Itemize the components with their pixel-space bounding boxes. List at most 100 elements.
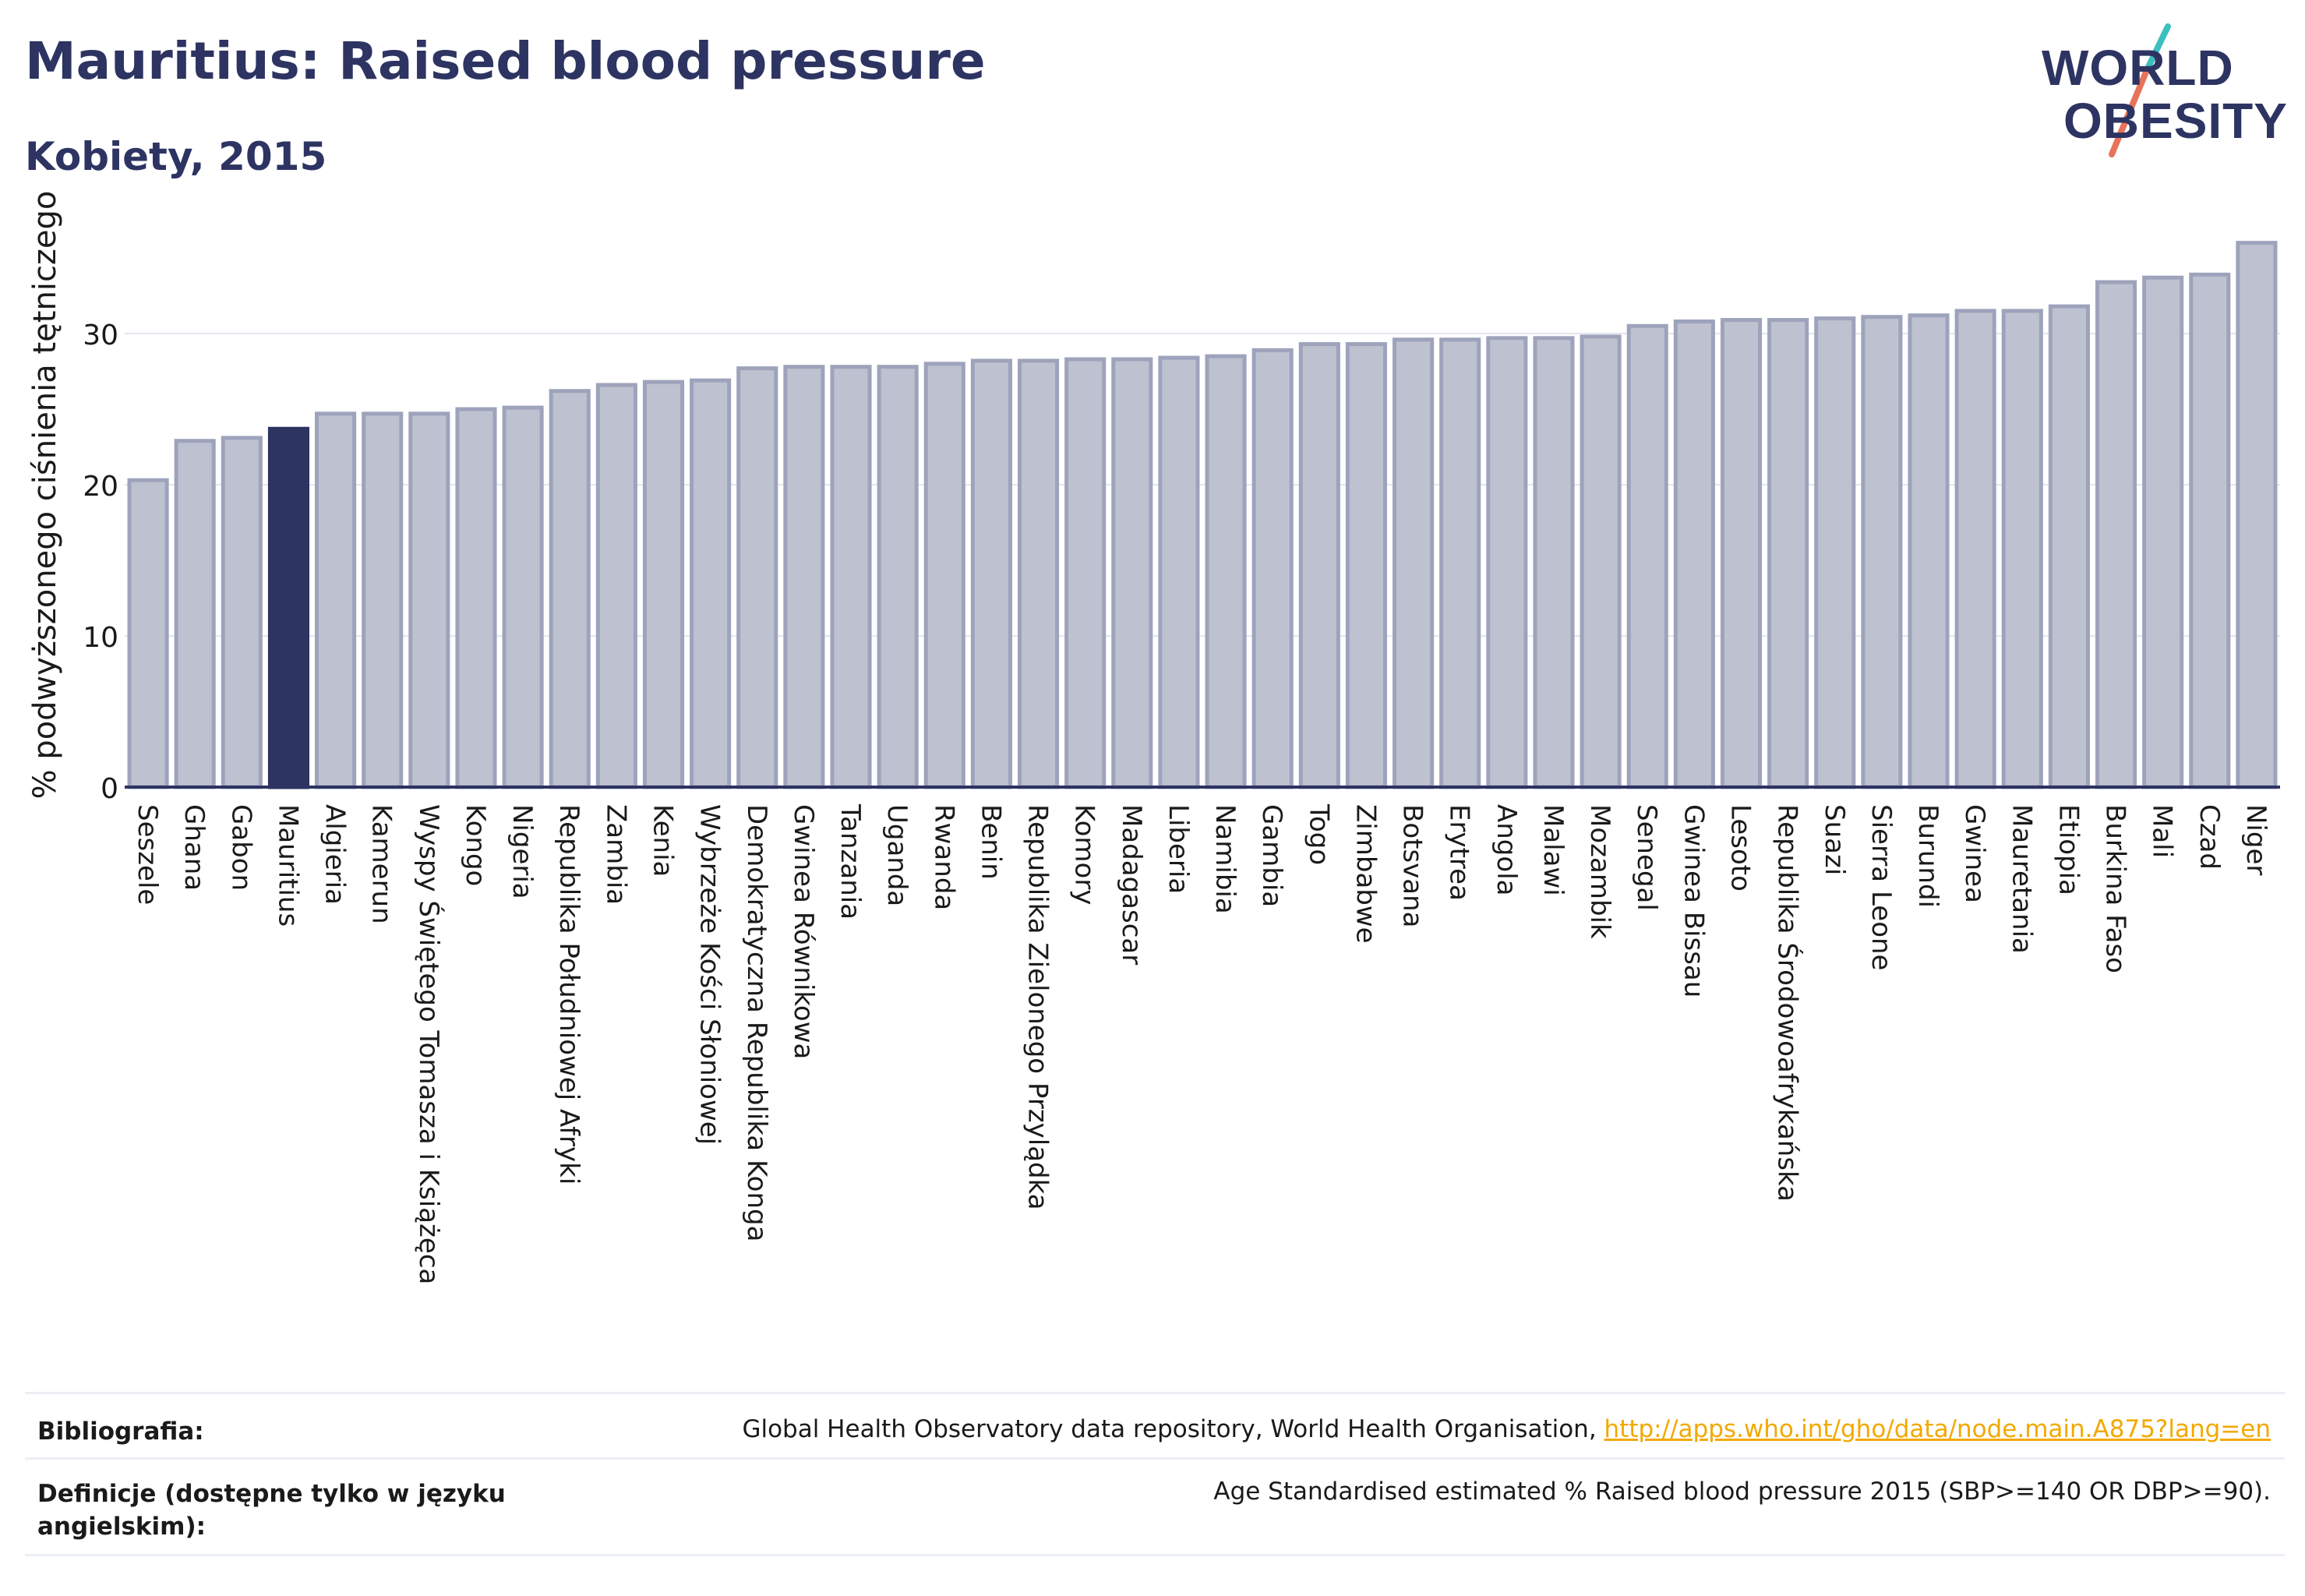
- x-tick-label: Burkina Faso: [2100, 804, 2131, 973]
- x-tick-label: Uganda: [881, 804, 912, 906]
- bar: [1720, 318, 1763, 789]
- x-tick-label: Republika Zielonego Przylądka: [1022, 804, 1054, 1210]
- x-tick-label: Gwinea Bissau: [1678, 804, 1709, 998]
- x-tick-label: Mali: [2147, 804, 2178, 858]
- bar: [2001, 309, 2043, 789]
- bar: [923, 362, 965, 789]
- x-tick-label: Togo: [1303, 803, 1334, 865]
- bar: [408, 411, 450, 789]
- x-tick-label: Seszele: [132, 804, 163, 905]
- x-tick-label: Komory: [1069, 804, 1100, 905]
- x-tick-label: Liberia: [1163, 804, 1194, 894]
- bar: [830, 365, 872, 789]
- bar: [221, 436, 263, 789]
- y-tick-label: 10: [83, 622, 118, 654]
- bar: [783, 365, 825, 789]
- bar: [1017, 358, 1060, 789]
- x-tick-label: Tanzania: [835, 803, 866, 920]
- bar: [315, 411, 357, 789]
- bar: [1954, 309, 1996, 789]
- x-tick-label: Algieria: [319, 804, 351, 905]
- y-tick-label: 20: [83, 471, 118, 503]
- footer-separator: [25, 1554, 2285, 1556]
- x-tick-label: Namibia: [1209, 804, 1241, 914]
- bibliography-value: Global Health Observatory data repositor…: [742, 1415, 2271, 1443]
- bar: [1158, 355, 1200, 789]
- x-tick-label: Wybrzeże Kości Słoniowej: [694, 804, 725, 1145]
- bar: [1767, 318, 1809, 789]
- chart-subtitle: Kobiety, 2015: [25, 134, 327, 179]
- bar: [1580, 334, 1622, 789]
- x-tick-label: Lesoto: [1725, 804, 1756, 892]
- logo-text-world: WORLD: [2042, 40, 2234, 96]
- x-tick-label: Angola: [1491, 804, 1522, 895]
- x-tick-label: Rwanda: [928, 804, 959, 910]
- x-tick-label: Ghana: [178, 804, 210, 891]
- definitions-label: Definicje (dostępne tylko w języku angie…: [37, 1480, 506, 1541]
- x-tick-label: Gwinea Równikowa: [788, 804, 819, 1059]
- footer-separator: [25, 1392, 2285, 1394]
- x-tick-label: Niger: [2240, 804, 2271, 875]
- bar: [1064, 357, 1107, 789]
- bar: [1533, 336, 1575, 789]
- bar-highlight: [267, 426, 310, 789]
- bar: [502, 405, 544, 789]
- bar: [1626, 323, 1668, 789]
- bar: [1251, 348, 1294, 789]
- x-tick-label: Zimbabwe: [1350, 804, 1381, 944]
- bar: [2142, 275, 2184, 789]
- bar: [595, 383, 637, 789]
- x-tick-label: Gabon: [225, 804, 256, 891]
- bar: [1205, 354, 1247, 789]
- bibliography-text: Global Health Observatory data repositor…: [742, 1415, 1604, 1443]
- x-tick-label: Madagascar: [1116, 804, 1147, 965]
- x-tick-label: Republika Południowej Afryki: [553, 804, 584, 1185]
- bar-chart: 0 10 20 30 Seszele Ghana Gabon Mauritius Algieri…: [83, 241, 2280, 1284]
- x-tick-label: Wyspy Świętego Tomasza i Książęca: [413, 804, 445, 1284]
- y-tick-label: 0: [101, 773, 118, 805]
- chart-title: Mauritius: Raised blood pressure: [25, 31, 986, 91]
- x-tick-label: Kongo: [460, 804, 491, 886]
- bar: [1298, 342, 1340, 789]
- bar: [362, 411, 404, 789]
- bar: [2095, 280, 2137, 789]
- bar: [2189, 272, 2231, 789]
- definitions-value: Age Standardised estimated % Raised bloo…: [1213, 1478, 2271, 1506]
- x-tick-label: Demokratyczna Republika Konga: [741, 804, 772, 1241]
- x-tick-label: Gwinea: [1959, 804, 1990, 903]
- x-tick-label: Burundi: [1912, 804, 1943, 908]
- logo-slash-icon: [2109, 23, 2171, 157]
- bibliography-link[interactable]: http://apps.who.int/gho/data/node.main.A…: [1604, 1415, 2271, 1443]
- bar: [174, 439, 216, 789]
- x-tick-label: Botsvana: [1397, 804, 1428, 928]
- bar: [690, 378, 732, 789]
- x-tick-label: Kenia: [648, 804, 679, 877]
- x-tick-label: Zambia: [600, 804, 631, 905]
- x-tick-label: Suazi: [1819, 804, 1850, 875]
- bar: [2236, 241, 2278, 789]
- x-tick-label: Etiopia: [2053, 804, 2084, 895]
- bar: [455, 407, 497, 789]
- x-tick-label: Mauritius: [272, 804, 303, 927]
- x-tick-label: Czad: [2194, 804, 2225, 870]
- bar: [2048, 304, 2090, 789]
- y-tick-label: 30: [83, 320, 118, 351]
- world-obesity-logo: WORLD OBESITY: [2026, 23, 2291, 164]
- bar: [1861, 315, 1903, 789]
- footer-separator: [25, 1457, 2285, 1460]
- x-tick-label: Sierra Leone: [1866, 804, 1897, 970]
- bar: [642, 380, 685, 789]
- bibliography-label: Bibliografia:: [37, 1418, 204, 1446]
- bar: [1908, 313, 1950, 789]
- x-tick-label: Nigeria: [507, 804, 538, 899]
- bar: [877, 365, 919, 789]
- x-tick-label: Mauretania: [2006, 804, 2037, 954]
- x-tick-label: Erytrea: [1444, 804, 1475, 901]
- x-tick-label: Gambia: [1256, 804, 1287, 907]
- bar: [127, 478, 169, 789]
- bar: [1673, 319, 1715, 789]
- bar: [970, 358, 1012, 789]
- bar: [1345, 342, 1388, 789]
- bar: [1439, 337, 1481, 789]
- bar: [736, 366, 778, 789]
